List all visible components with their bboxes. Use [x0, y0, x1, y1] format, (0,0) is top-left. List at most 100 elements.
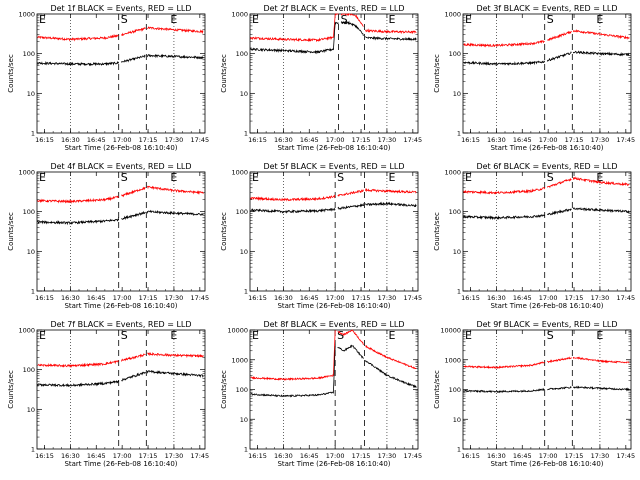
- series-lld-line: [121, 186, 146, 198]
- x-tick-label: 17:00: [326, 136, 345, 144]
- plot-frame: [249, 13, 419, 134]
- y-tick-label: 100: [23, 208, 35, 216]
- y-tick-label: 10: [453, 90, 461, 98]
- plot-frame: [462, 13, 632, 134]
- x-tick-label: 17:45: [190, 452, 209, 460]
- marker-label-start: S: [121, 13, 128, 26]
- x-tick-label: 17:30: [591, 294, 610, 302]
- x-tick-label: 17:15: [565, 294, 584, 302]
- x-tick-label: 17:30: [591, 452, 610, 460]
- y-tick-label: 1000: [231, 356, 248, 364]
- y-axis-label: Counts/sec: [433, 212, 441, 251]
- series-events-line: [121, 210, 146, 221]
- marker-label-start: S: [337, 171, 344, 184]
- series-events-line: [365, 201, 417, 208]
- y-tick-label: 1: [31, 130, 35, 138]
- marker-label-end: E: [596, 329, 603, 342]
- series-events-line: [547, 385, 572, 391]
- x-tick-label: 17:45: [190, 294, 209, 302]
- series-events-line: [120, 54, 146, 63]
- x-tick-label: 16:15: [461, 452, 480, 460]
- x-tick-label: 16:45: [513, 294, 532, 302]
- x-tick-label: 17:45: [403, 136, 422, 144]
- y-tick-label: 100: [236, 208, 248, 216]
- series-lld-line: [37, 195, 120, 205]
- plot-frame: [36, 329, 206, 450]
- y-axis-label: Counts/sec: [7, 212, 15, 251]
- x-tick-label: 17:30: [378, 452, 397, 460]
- y-tick-label: 100: [23, 50, 35, 58]
- plot-frame: [249, 329, 419, 450]
- y-tick-label: 1: [244, 288, 248, 296]
- series-events-line: [37, 60, 120, 67]
- y-tick-label: 10000: [227, 327, 248, 335]
- x-tick-label: 17:45: [616, 294, 635, 302]
- series-events-line: [146, 209, 204, 217]
- x-tick-label: 17:15: [139, 294, 158, 302]
- y-tick-label: 10: [240, 90, 248, 98]
- series-lld-line: [250, 13, 339, 43]
- x-tick-label: 16:45: [300, 452, 319, 460]
- plot-frame: [249, 171, 419, 292]
- marker-label-end: E: [388, 171, 395, 184]
- marker-label-start: S: [337, 329, 344, 342]
- x-tick-label: 16:45: [513, 136, 532, 144]
- y-tick-label: 1: [244, 446, 248, 454]
- marker-label-left: E: [39, 329, 46, 342]
- x-tick-label: 17:00: [113, 294, 132, 302]
- x-tick-label: 16:30: [274, 136, 293, 144]
- y-tick-label: 1: [457, 130, 461, 138]
- marker-label-left: E: [252, 13, 259, 26]
- y-tick-label: 1: [457, 288, 461, 296]
- series-lld-line: [463, 40, 545, 48]
- plot-frame: [462, 329, 632, 450]
- marker-label-end: E: [388, 13, 395, 26]
- series-lld-line: [365, 344, 417, 370]
- y-tick-label: 1: [31, 288, 35, 296]
- x-axis-label: Start Time (26-Feb-08 16:10:40): [277, 460, 390, 468]
- x-tick-label: 16:15: [35, 294, 54, 302]
- series-lld-line: [547, 30, 572, 41]
- x-tick-label: 17:30: [378, 136, 397, 144]
- x-tick-label: 16:45: [300, 294, 319, 302]
- marker-label-left: E: [39, 13, 46, 26]
- x-tick-label: 17:15: [352, 136, 371, 144]
- y-tick-label: 1000: [444, 11, 461, 19]
- x-tick-label: 17:00: [326, 452, 345, 460]
- y-tick-label: 1: [244, 130, 248, 138]
- x-axis-label: Start Time (26-Feb-08 16:10:40): [277, 302, 390, 310]
- marker-label-end: E: [170, 13, 177, 26]
- x-axis-label: Start Time (26-Feb-08 16:10:40): [490, 144, 603, 152]
- y-tick-label: 100: [236, 386, 248, 394]
- series-lld-line: [572, 29, 630, 40]
- series-lld-line: [147, 26, 204, 35]
- x-axis-label: Start Time (26-Feb-08 16:10:40): [64, 144, 177, 152]
- y-tick-label: 100: [449, 50, 461, 58]
- y-tick-label: 10: [240, 416, 248, 424]
- chart-title: Det 8f BLACK = Events, RED = LLD: [263, 320, 404, 329]
- y-tick-label: 1000: [18, 11, 35, 19]
- marker-label-start: S: [341, 13, 348, 26]
- x-tick-label: 16:30: [61, 294, 80, 302]
- marker-label-start: S: [547, 329, 554, 342]
- marker-label-left: E: [465, 13, 472, 26]
- series-events-line: [572, 50, 630, 57]
- y-axis-label: Counts/sec: [220, 54, 228, 93]
- y-axis-label: Counts/sec: [7, 54, 15, 93]
- series-events-line: [463, 60, 546, 67]
- chart-title: Det 9f BLACK = Events, RED = LLD: [476, 320, 617, 329]
- series-lld-line: [337, 329, 364, 346]
- x-tick-label: 16:15: [248, 452, 267, 460]
- y-tick-label: 10: [240, 248, 248, 256]
- y-tick-label: 10: [27, 90, 35, 98]
- y-axis-label: Counts/sec: [220, 370, 228, 409]
- y-tick-label: 100: [449, 208, 461, 216]
- x-axis-label: Start Time (26-Feb-08 16:10:40): [64, 302, 177, 310]
- series-lld-line: [147, 185, 204, 195]
- series-lld-line: [365, 187, 417, 194]
- series-lld-line: [120, 27, 146, 36]
